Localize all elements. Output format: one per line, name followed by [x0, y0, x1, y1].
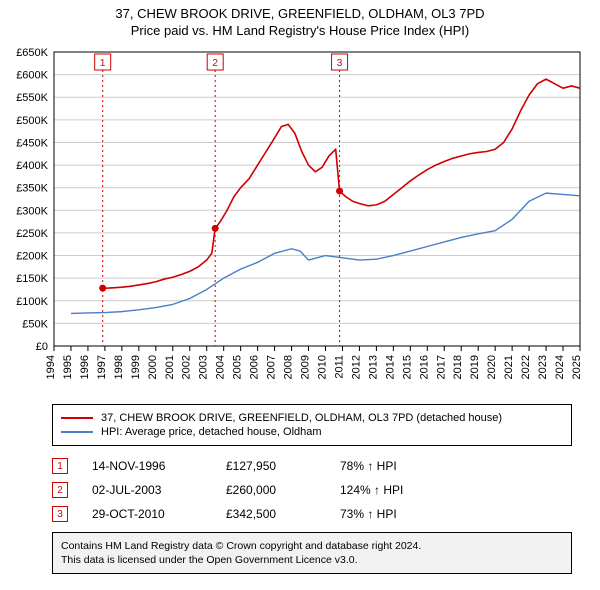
sale-marker-badge: 3 [52, 506, 68, 522]
svg-text:2021: 2021 [503, 355, 515, 379]
svg-text:2001: 2001 [164, 355, 176, 379]
svg-text:2007: 2007 [266, 355, 278, 379]
svg-text:2025: 2025 [571, 355, 583, 379]
svg-text:2024: 2024 [554, 355, 566, 379]
license-line: This data is licensed under the Open Gov… [61, 553, 563, 567]
svg-text:£300K: £300K [16, 205, 48, 217]
svg-text:1996: 1996 [79, 355, 91, 379]
svg-text:2016: 2016 [418, 355, 430, 379]
legend-swatch [61, 431, 93, 433]
price-chart: £0 £50K £100K £150K £200K £250K £300K £350K £400… [10, 46, 590, 396]
svg-text:£250K: £250K [16, 228, 48, 240]
legend-item: 37, CHEW BROOK DRIVE, GREENFIELD, OLDHAM… [61, 411, 563, 425]
svg-text:1995: 1995 [62, 355, 74, 379]
svg-text:1994: 1994 [45, 355, 57, 379]
svg-text:3: 3 [337, 58, 343, 69]
svg-text:2003: 2003 [198, 355, 210, 379]
svg-text:£200K: £200K [16, 251, 48, 263]
svg-text:£450K: £450K [16, 137, 48, 149]
sale-vs-hpi: 124% ↑ HPI [340, 483, 440, 497]
svg-text:2008: 2008 [283, 355, 295, 379]
svg-text:2018: 2018 [452, 355, 464, 379]
sale-row: 3 29-OCT-2010 £342,500 73% ↑ HPI [52, 502, 572, 526]
svg-text:£550K: £550K [16, 92, 48, 104]
sale-vs-hpi: 78% ↑ HPI [340, 459, 440, 473]
svg-text:2011: 2011 [333, 355, 345, 379]
svg-text:£150K: £150K [16, 273, 48, 285]
sale-vs-hpi: 73% ↑ HPI [340, 507, 440, 521]
svg-text:2012: 2012 [350, 355, 362, 379]
legend-item: HPI: Average price, detached house, Oldh… [61, 425, 563, 439]
legend-label: 37, CHEW BROOK DRIVE, GREENFIELD, OLDHAM… [101, 412, 502, 424]
sale-date: 29-OCT-2010 [92, 507, 202, 521]
svg-text:2017: 2017 [435, 355, 447, 379]
svg-text:£600K: £600K [16, 70, 48, 82]
svg-text:2019: 2019 [469, 355, 481, 379]
svg-text:£0: £0 [36, 341, 48, 353]
svg-text:1997: 1997 [96, 355, 108, 379]
svg-text:2013: 2013 [367, 355, 379, 379]
svg-text:2005: 2005 [232, 355, 244, 379]
svg-text:£400K: £400K [16, 160, 48, 172]
svg-text:2010: 2010 [316, 355, 328, 379]
svg-text:1998: 1998 [113, 355, 125, 379]
svg-text:2015: 2015 [401, 355, 413, 379]
title-address: 37, CHEW BROOK DRIVE, GREENFIELD, OLDHAM… [0, 6, 600, 21]
sale-price: £342,500 [226, 507, 316, 521]
svg-text:2002: 2002 [181, 355, 193, 379]
sale-price: £260,000 [226, 483, 316, 497]
svg-text:2014: 2014 [384, 355, 396, 379]
svg-text:£350K: £350K [16, 183, 48, 195]
license-notice: Contains HM Land Registry data © Crown c… [52, 532, 572, 574]
svg-text:1: 1 [100, 58, 106, 69]
svg-text:2004: 2004 [215, 355, 227, 379]
sale-marker-badge: 1 [52, 458, 68, 474]
license-line: Contains HM Land Registry data © Crown c… [61, 539, 563, 553]
svg-text:2: 2 [212, 58, 218, 69]
svg-text:£100K: £100K [16, 296, 48, 308]
svg-text:2009: 2009 [300, 355, 312, 379]
sale-marker-badge: 2 [52, 482, 68, 498]
svg-text:2000: 2000 [147, 355, 159, 379]
svg-text:2023: 2023 [537, 355, 549, 379]
svg-text:£50K: £50K [22, 318, 48, 330]
sale-date: 02-JUL-2003 [92, 483, 202, 497]
legend-swatch [61, 417, 93, 419]
sale-row: 2 02-JUL-2003 £260,000 124% ↑ HPI [52, 478, 572, 502]
legend: 37, CHEW BROOK DRIVE, GREENFIELD, OLDHAM… [52, 404, 572, 446]
svg-text:1999: 1999 [130, 355, 142, 379]
title-subtitle: Price paid vs. HM Land Registry's House … [0, 23, 600, 38]
svg-text:2022: 2022 [520, 355, 532, 379]
svg-text:£650K: £650K [16, 47, 48, 59]
sales-table: 1 14-NOV-1996 £127,950 78% ↑ HPI 2 02-JUL-200… [52, 454, 572, 526]
svg-text:2020: 2020 [486, 355, 498, 379]
sale-row: 1 14-NOV-1996 £127,950 78% ↑ HPI [52, 454, 572, 478]
svg-text:£500K: £500K [16, 115, 48, 127]
legend-label: HPI: Average price, detached house, Oldh… [101, 426, 322, 438]
sale-price: £127,950 [226, 459, 316, 473]
sale-date: 14-NOV-1996 [92, 459, 202, 473]
svg-text:2006: 2006 [249, 355, 261, 379]
